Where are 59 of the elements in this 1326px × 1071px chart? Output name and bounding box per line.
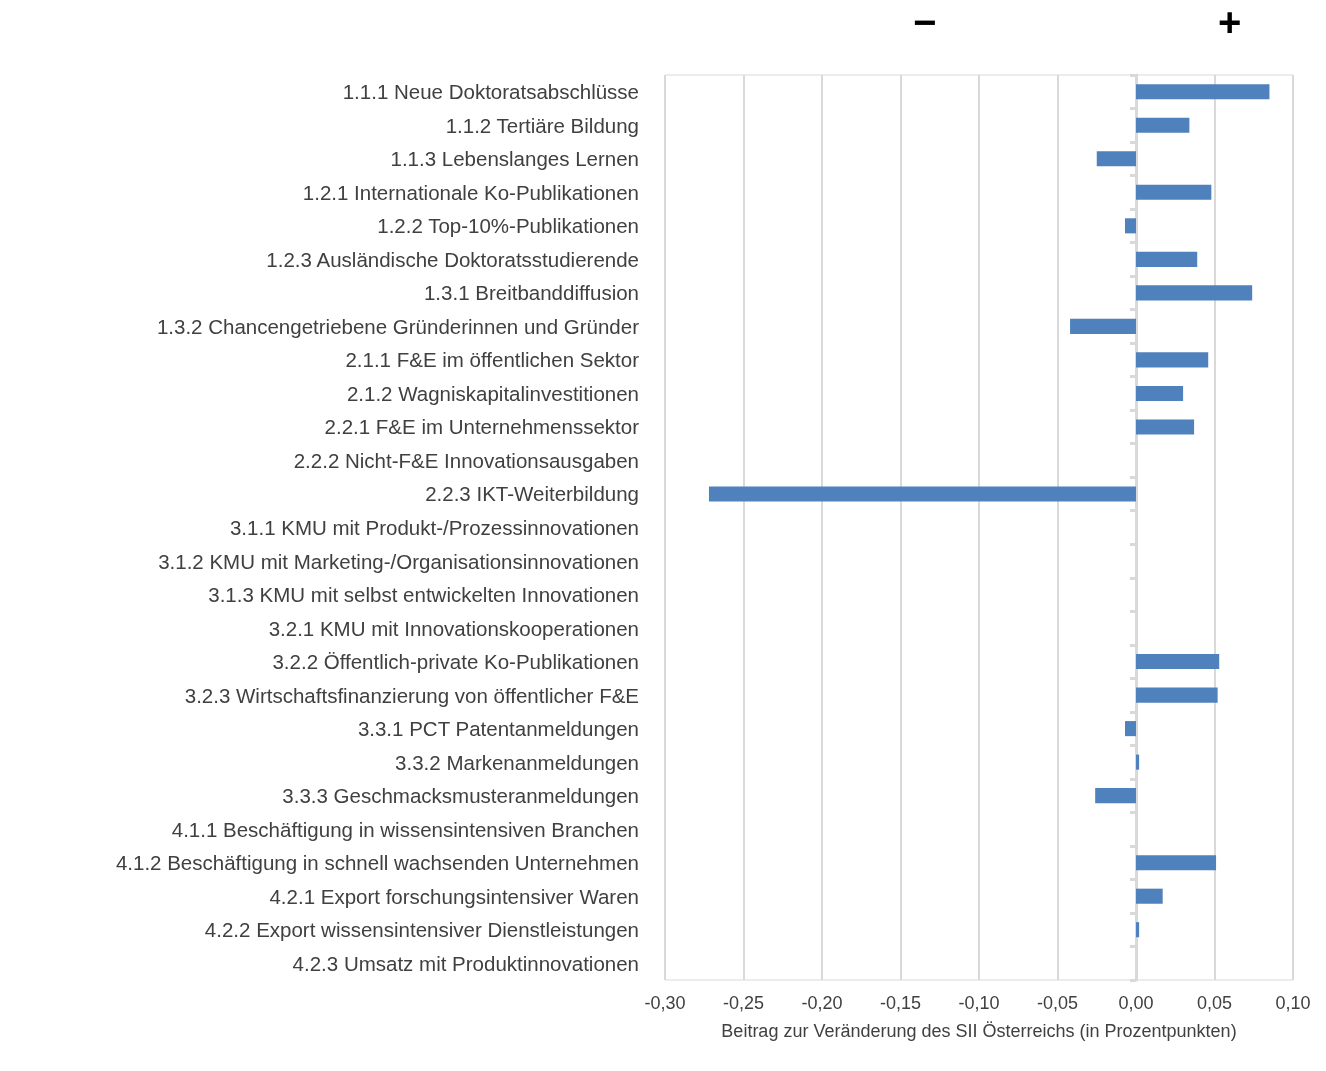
bar — [1136, 888, 1163, 904]
y-tick-label: 1.1.1 Neue Doktoratsabschlüsse — [342, 80, 639, 104]
y-tick-label: 2.2.2 Nicht-F&E Innovationsausgaben — [293, 448, 639, 472]
y-tick-label: 2.2.3 IKT-Weiterbildung — [425, 482, 639, 506]
x-tick-label: -0,30 — [644, 993, 686, 1013]
x-tick-label: -0,15 — [879, 993, 922, 1013]
bar — [1096, 151, 1136, 167]
y-tick-label: 2.1.1 F&E im öffentlichen Sektor — [345, 348, 640, 372]
y-tick-label: 3.2.1 KMU mit Innovationskooperationen — [268, 616, 639, 640]
y-tick-label: 4.2.1 Export forschungsintensiver Waren — [269, 884, 639, 908]
bar — [708, 486, 1136, 502]
x-tick-label: -0,05 — [1036, 993, 1079, 1013]
y-tick-label: 4.2.2 Export wissensintensiver Dienstleistungen — [204, 918, 639, 942]
x-tick-label: -0,20 — [801, 993, 843, 1013]
y-tick-label: 1.1.3 Lebenslanges Lernen — [390, 147, 639, 171]
bar — [1136, 184, 1212, 200]
bar — [1136, 385, 1184, 401]
y-tick-label: 3.3.2 Markenanmeldungen — [395, 750, 639, 774]
y-tick-label: 3.3.3 Geschmacksmusteranmeldungen — [282, 784, 639, 808]
y-tick-label: 4.1.1 Beschäftigung in wissensintensiven Branchen — [171, 817, 639, 841]
x-tick-label: -0,25 — [722, 993, 765, 1013]
bar — [1136, 855, 1217, 871]
bar — [1136, 84, 1270, 100]
text: − — [913, 0, 937, 44]
y-tick-label: 1.3.2 Chancengetriebene Gründerinnen und Gründer — [156, 314, 640, 338]
bar — [1125, 218, 1136, 234]
y-tick-label: 1.2.2 Top-10%-Publikationen — [377, 214, 639, 238]
y-tick-label: 1.2.1 Internationale Ko-Publikationen — [302, 180, 639, 204]
bar — [1136, 419, 1195, 435]
bar — [1136, 285, 1253, 301]
bar — [1136, 922, 1140, 938]
y-tick-label: 3.2.3 Wirtschaftsfinanzierung von öffentlicher F&E — [184, 683, 639, 707]
bar — [1125, 721, 1136, 737]
y-tick-label: 1.1.2 Tertiäre Bildung — [445, 113, 639, 137]
y-tick-label: 1.3.1 Breitbanddiffusion — [423, 281, 639, 305]
bar — [1136, 654, 1220, 670]
bar — [1136, 117, 1190, 133]
y-tick-label: 2.2.1 F&E im Unternehmenssektor — [324, 415, 640, 439]
y-tick-label: 4.2.3 Umsatz mit Produktinnovationen — [292, 951, 639, 975]
y-tick-label: 3.1.2 KMU mit Marketing-/Organisationsinnovationen — [158, 549, 639, 573]
bar — [1136, 754, 1140, 770]
y-tick-label: 3.2.2 Öffentlich-private Ko-Publikationen — [272, 650, 639, 674]
x-axis-title: Beitrag zur Veränderung des SII Österreichs (in Prozentpunkten) — [721, 1021, 1237, 1041]
y-tick-label: 3.1.1 KMU mit Produkt-/Prozessinnovationen — [229, 516, 639, 539]
bar — [1136, 251, 1198, 267]
bar — [1070, 318, 1136, 334]
bar — [1136, 687, 1218, 703]
y-tick-label: 1.2.3 Ausländische Doktoratsstudierende — [266, 247, 639, 271]
x-tick-label: -0,10 — [958, 993, 1000, 1013]
y-tick-label: 4.1.2 Beschäftigung in schnell wachsenden Unternehmen — [115, 851, 639, 875]
bar — [1136, 352, 1209, 368]
y-tick-label: 3.3.1 PCT Patentanmeldungen — [357, 717, 639, 741]
text: + — [1218, 0, 1242, 44]
y-tick-label: 2.1.2 Wagniskapitalinvestitionen — [346, 381, 639, 405]
x-tick-label: 0,05 — [1196, 993, 1233, 1013]
y-tick-label: 3.1.3 KMU mit selbst entwickelten Innovationen — [208, 583, 639, 607]
bar — [1095, 788, 1136, 804]
x-tick-label: 0,10 — [1275, 993, 1311, 1013]
x-tick-label: 0,00 — [1118, 993, 1154, 1013]
